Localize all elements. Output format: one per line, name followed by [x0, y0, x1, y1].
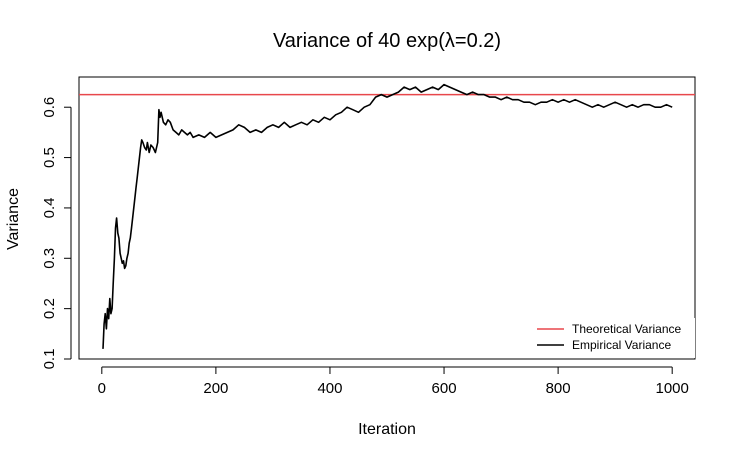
- x-tick-label: 0: [98, 380, 106, 397]
- y-axis-title: Variance: [5, 188, 22, 250]
- x-axis: 0 200 400 600 800 1000: [98, 366, 689, 397]
- y-tick-label: 0.6: [41, 97, 58, 118]
- x-axis-title: Iteration: [358, 421, 416, 438]
- chart-title: Variance of 40 exp(λ=0.2): [273, 30, 501, 52]
- x-tick-label: 200: [203, 380, 228, 397]
- y-tick-label: 0.3: [41, 248, 58, 269]
- plot-frame: [78, 76, 696, 360]
- x-tick-label: 1000: [655, 380, 688, 397]
- y-tick-label: 0.4: [41, 197, 58, 218]
- y-tick-label: 0.2: [41, 298, 58, 319]
- x-tick-label: 600: [432, 380, 457, 397]
- y-tick-label: 0.5: [41, 147, 58, 168]
- series-layer: [79, 83, 695, 349]
- y-axis: 0.1 0.2 0.3 0.4 0.5 0.6: [41, 97, 72, 370]
- legend-label-theoretical: Theoretical Variance: [572, 322, 681, 336]
- empirical-variance-line: [102, 83, 673, 349]
- legend-background: [530, 318, 695, 358]
- y-tick-label: 0.1: [41, 349, 58, 370]
- legend: Theoretical Variance Empirical Variance: [530, 318, 695, 358]
- legend-label-empirical: Empirical Variance: [572, 338, 671, 352]
- x-tick-label: 800: [546, 380, 571, 397]
- x-tick-label: 400: [317, 380, 342, 397]
